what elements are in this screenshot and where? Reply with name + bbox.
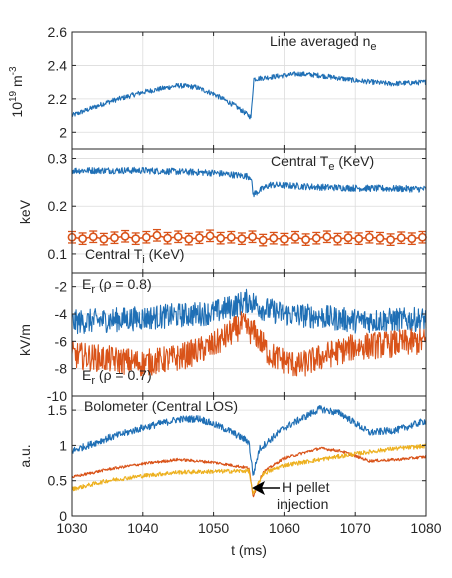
series-line [71, 234, 423, 241]
data-point [396, 233, 406, 243]
ti-annotation: Central Ti (KeV) [85, 246, 184, 266]
data-point [407, 234, 417, 244]
x-tick-label: 1030 [56, 520, 87, 536]
pellet-annotation-line1: H pellet [282, 479, 330, 495]
data-point [333, 234, 342, 244]
data-point [78, 234, 88, 244]
y-tick-label: 0.1 [48, 246, 68, 262]
data-point [354, 234, 364, 244]
y-tick-label: -6 [55, 333, 68, 349]
data-point [311, 233, 321, 243]
data-point [258, 235, 268, 245]
data-point [269, 233, 279, 243]
x-axis-label: t (ms) [231, 542, 267, 558]
bolometer-annotation: Bolometer (Central LOS) [84, 398, 238, 414]
density-ylabel: 1019 m-3 [8, 66, 25, 118]
data-point [141, 232, 151, 242]
y-tick-label: -2 [55, 279, 68, 295]
data-point [248, 232, 257, 242]
x-tick-label: 1060 [269, 520, 300, 536]
pellet-annotation-line2: injection [277, 496, 328, 512]
data-point [322, 232, 332, 242]
data-point [110, 233, 119, 243]
data-point [152, 230, 162, 240]
data-point [205, 231, 215, 241]
series-bolometer-blue [71, 404, 427, 476]
data-point [237, 234, 247, 244]
y-tick-label: -10 [47, 388, 67, 404]
y-tick-label: 1 [59, 437, 67, 453]
y-tick-label: -4 [55, 306, 68, 322]
y-tick-label: 2.6 [48, 24, 68, 40]
x-tick-label: 1080 [410, 520, 441, 536]
y-tick-label: 0.5 [48, 473, 68, 489]
series-line [71, 166, 427, 198]
data-point [131, 234, 141, 244]
data-point [386, 235, 395, 245]
pellet-arrow [252, 481, 280, 495]
series-bolometer-yellow [71, 443, 427, 495]
data-point [364, 232, 374, 242]
data-point [290, 232, 300, 242]
data-point [88, 232, 98, 242]
data-point [173, 232, 183, 242]
data-point [216, 233, 226, 243]
panel-bolometer-frame [71, 395, 427, 517]
data-point [99, 234, 109, 244]
data-point [163, 233, 172, 243]
series-temperature-orange [67, 228, 427, 247]
y-tick-label: 0.3 [48, 151, 68, 167]
series-line [71, 288, 427, 335]
series-line [71, 311, 427, 377]
series-density-blue [71, 71, 427, 120]
y-tick-label: 2 [59, 124, 67, 140]
series-efield-blue [71, 288, 427, 335]
series-line [71, 446, 427, 498]
data-point [301, 235, 311, 245]
density-annotation: Line averaged ne [270, 33, 377, 53]
efield-ylabel: kV/m [17, 324, 33, 356]
series-temperature-blue [71, 166, 427, 198]
y-tick-label: 2.2 [48, 91, 68, 107]
y-tick-label: 1.5 [48, 402, 68, 418]
y-tick-label: -8 [55, 361, 68, 377]
series-line [71, 404, 427, 476]
te-annotation: Central Te (KeV) [271, 153, 374, 173]
data-point [375, 233, 385, 243]
x-tick-label: 1040 [127, 520, 158, 536]
data-point [343, 233, 353, 243]
series-line [71, 71, 427, 120]
x-tick-label: 1050 [198, 520, 229, 536]
temperature-ylabel: keV [17, 199, 33, 224]
x-tick-label: 1070 [340, 520, 371, 536]
data-point [279, 234, 289, 244]
data-point [195, 233, 204, 243]
er-rho08-annotation: Er (ρ = 0.8) [82, 276, 152, 296]
data-point [226, 232, 236, 242]
data-point [120, 231, 130, 241]
series-efield-orange [71, 311, 427, 377]
er-rho07-annotation: Er (ρ = 0.7) [82, 367, 152, 387]
y-tick-label: 0 [59, 508, 67, 524]
y-tick-label: 0.2 [48, 198, 68, 214]
y-tick-label: 2.4 [48, 57, 68, 73]
data-point [418, 232, 427, 242]
data-point [184, 234, 194, 244]
bolometer-ylabel: a.u. [17, 444, 33, 467]
series-bolometer-orange [71, 446, 427, 498]
series-line [71, 443, 427, 495]
